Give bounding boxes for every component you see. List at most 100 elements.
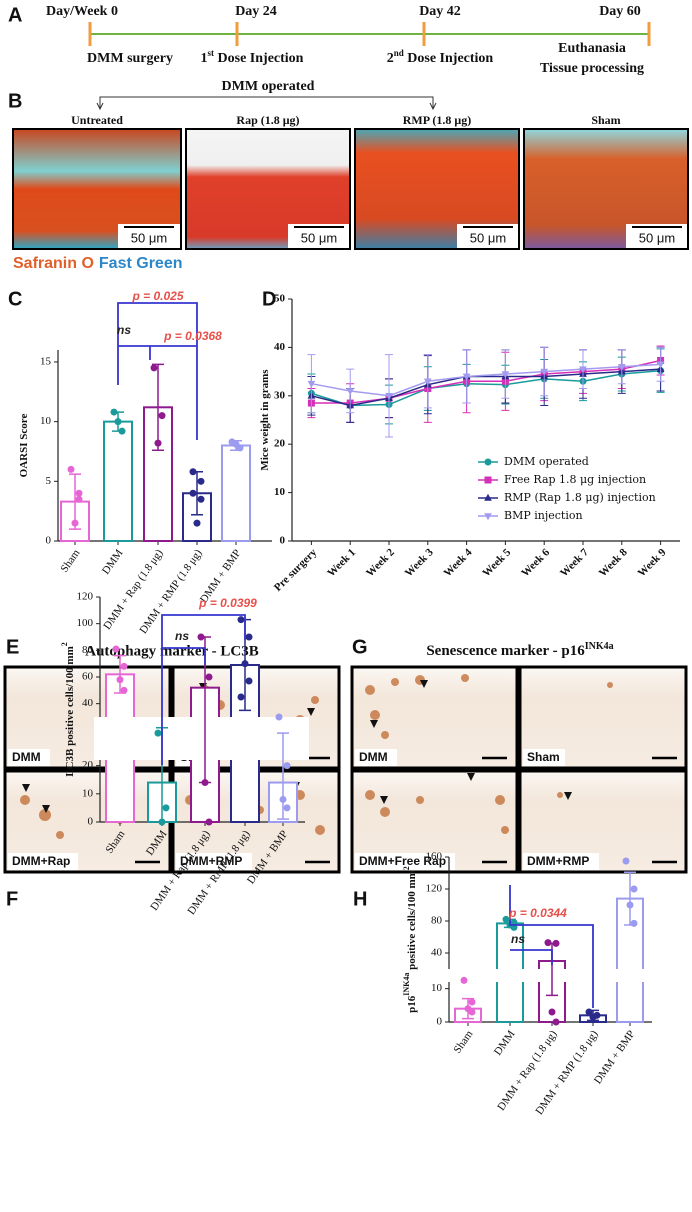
series-line — [311, 368, 661, 407]
marker — [484, 458, 492, 466]
panel-letter: E — [6, 636, 19, 658]
day-label: Day 60 — [599, 4, 641, 19]
stain-label: Safranin O Fast Green — [13, 255, 183, 272]
y-tick-label: 120 — [426, 883, 443, 895]
series-line — [311, 363, 661, 397]
data-point — [67, 465, 75, 473]
marker — [656, 361, 665, 369]
significance-bracket — [161, 614, 246, 765]
annotation: ns — [511, 932, 525, 946]
panel-letter: B — [8, 90, 22, 112]
data-point — [150, 364, 158, 372]
axis-break — [94, 717, 309, 760]
timeline-ticks — [88, 22, 651, 46]
significance-bracket — [509, 885, 594, 1008]
y-tick-label: 40 — [82, 697, 94, 709]
data-point — [544, 939, 552, 947]
significance-bracket — [510, 949, 553, 965]
data-point — [585, 1008, 593, 1016]
data-point — [237, 616, 245, 624]
annotation: p = 0.025 — [131, 289, 183, 303]
annotation: p = 0.0399 — [198, 596, 257, 610]
panel-letter: G — [352, 636, 368, 658]
annotation: p = 0.0344 — [508, 906, 567, 920]
data-point — [158, 412, 166, 420]
data-point — [279, 795, 287, 803]
panel-title: Autophagy marker - LC3B — [85, 643, 258, 659]
data-point — [502, 915, 510, 923]
data-point — [630, 919, 638, 927]
y-tick-label: 30 — [274, 389, 286, 401]
image-label: DMM+Rap — [12, 854, 70, 868]
marker — [346, 388, 355, 396]
data-point — [114, 418, 122, 426]
y-tick-label: 0 — [437, 1016, 443, 1028]
event-label: 2nd Dose Injection — [387, 48, 494, 66]
y-axis-label-part: INK4a — [402, 973, 411, 996]
data-point — [193, 519, 201, 527]
marker — [540, 368, 549, 376]
y-tick-label: 10 — [40, 415, 52, 427]
data-point — [232, 440, 240, 448]
image-title: Untreated — [71, 113, 123, 127]
y-axis-label: Mice weight in grams — [259, 369, 271, 471]
marker — [462, 373, 471, 381]
data-point — [552, 939, 560, 947]
marker — [423, 378, 432, 386]
legend-label: Free Rap 1.8 μg injection — [504, 473, 646, 486]
marker — [579, 366, 587, 374]
day-label: Day 42 — [419, 4, 461, 19]
legend-label: BMP injection — [504, 509, 583, 522]
bar — [221, 444, 251, 542]
image-title: Rap (1.8 μg) — [236, 113, 299, 127]
significance-bracket — [117, 302, 198, 440]
y-axis-label-part: positive cells/100 mm — [406, 870, 418, 972]
legend-label: RMP (Rap 1.8 μg) injection — [504, 491, 656, 504]
y-axis-label-part: LC3B positive cells/100 mm — [64, 646, 76, 776]
x-tick-label: Week 3 — [403, 546, 436, 579]
y-tick-label: 15 — [40, 355, 52, 367]
y-axis-label-part: Mice weight in grams — [259, 369, 271, 471]
x-tick-label: Week 8 — [597, 546, 630, 579]
series-line — [311, 359, 661, 404]
event-label: Euthanasia — [558, 41, 626, 56]
group-label: DMM operated — [222, 79, 315, 94]
data-point — [283, 804, 291, 812]
y-axis-label-part: 2 — [60, 642, 69, 646]
panel-letter: A — [8, 4, 22, 26]
y-tick-label: 20 — [274, 438, 286, 450]
data-point — [154, 729, 162, 737]
x-tick-label: DMM — [492, 1028, 518, 1058]
day-label: Day/Week 0 — [46, 4, 118, 19]
data-point — [110, 408, 118, 416]
axis-break — [443, 969, 656, 982]
scale-bar: 50 μm — [470, 230, 506, 245]
significance-bracket — [162, 647, 206, 665]
panel-letter: H — [353, 888, 367, 910]
y-tick-label: 80 — [431, 915, 443, 927]
data-point — [630, 885, 638, 893]
y-tick-label: 10 — [82, 787, 94, 799]
y-axis-label-part: p16 — [406, 995, 418, 1013]
y-axis-label-part: 2 — [402, 866, 411, 870]
y-tick-label: 80 — [82, 644, 94, 656]
data-point — [205, 673, 213, 681]
panel-letter: C — [8, 288, 22, 310]
image-title: RMP (1.8 μg) — [403, 113, 471, 127]
x-tick-label: Week 4 — [442, 546, 475, 579]
bar — [103, 420, 133, 542]
data-point — [162, 804, 170, 812]
y-tick-label: 10 — [431, 982, 443, 994]
micrographs — [350, 665, 688, 874]
data-point — [197, 495, 205, 503]
data-point — [201, 779, 209, 787]
marker — [617, 363, 626, 371]
data-point — [75, 495, 83, 503]
y-tick-label: 160 — [426, 851, 443, 863]
data-point — [197, 633, 205, 641]
image-label: DMM — [359, 750, 388, 764]
data-point — [468, 1008, 476, 1016]
data-point — [154, 439, 162, 447]
y-tick-label: 40 — [431, 947, 443, 959]
